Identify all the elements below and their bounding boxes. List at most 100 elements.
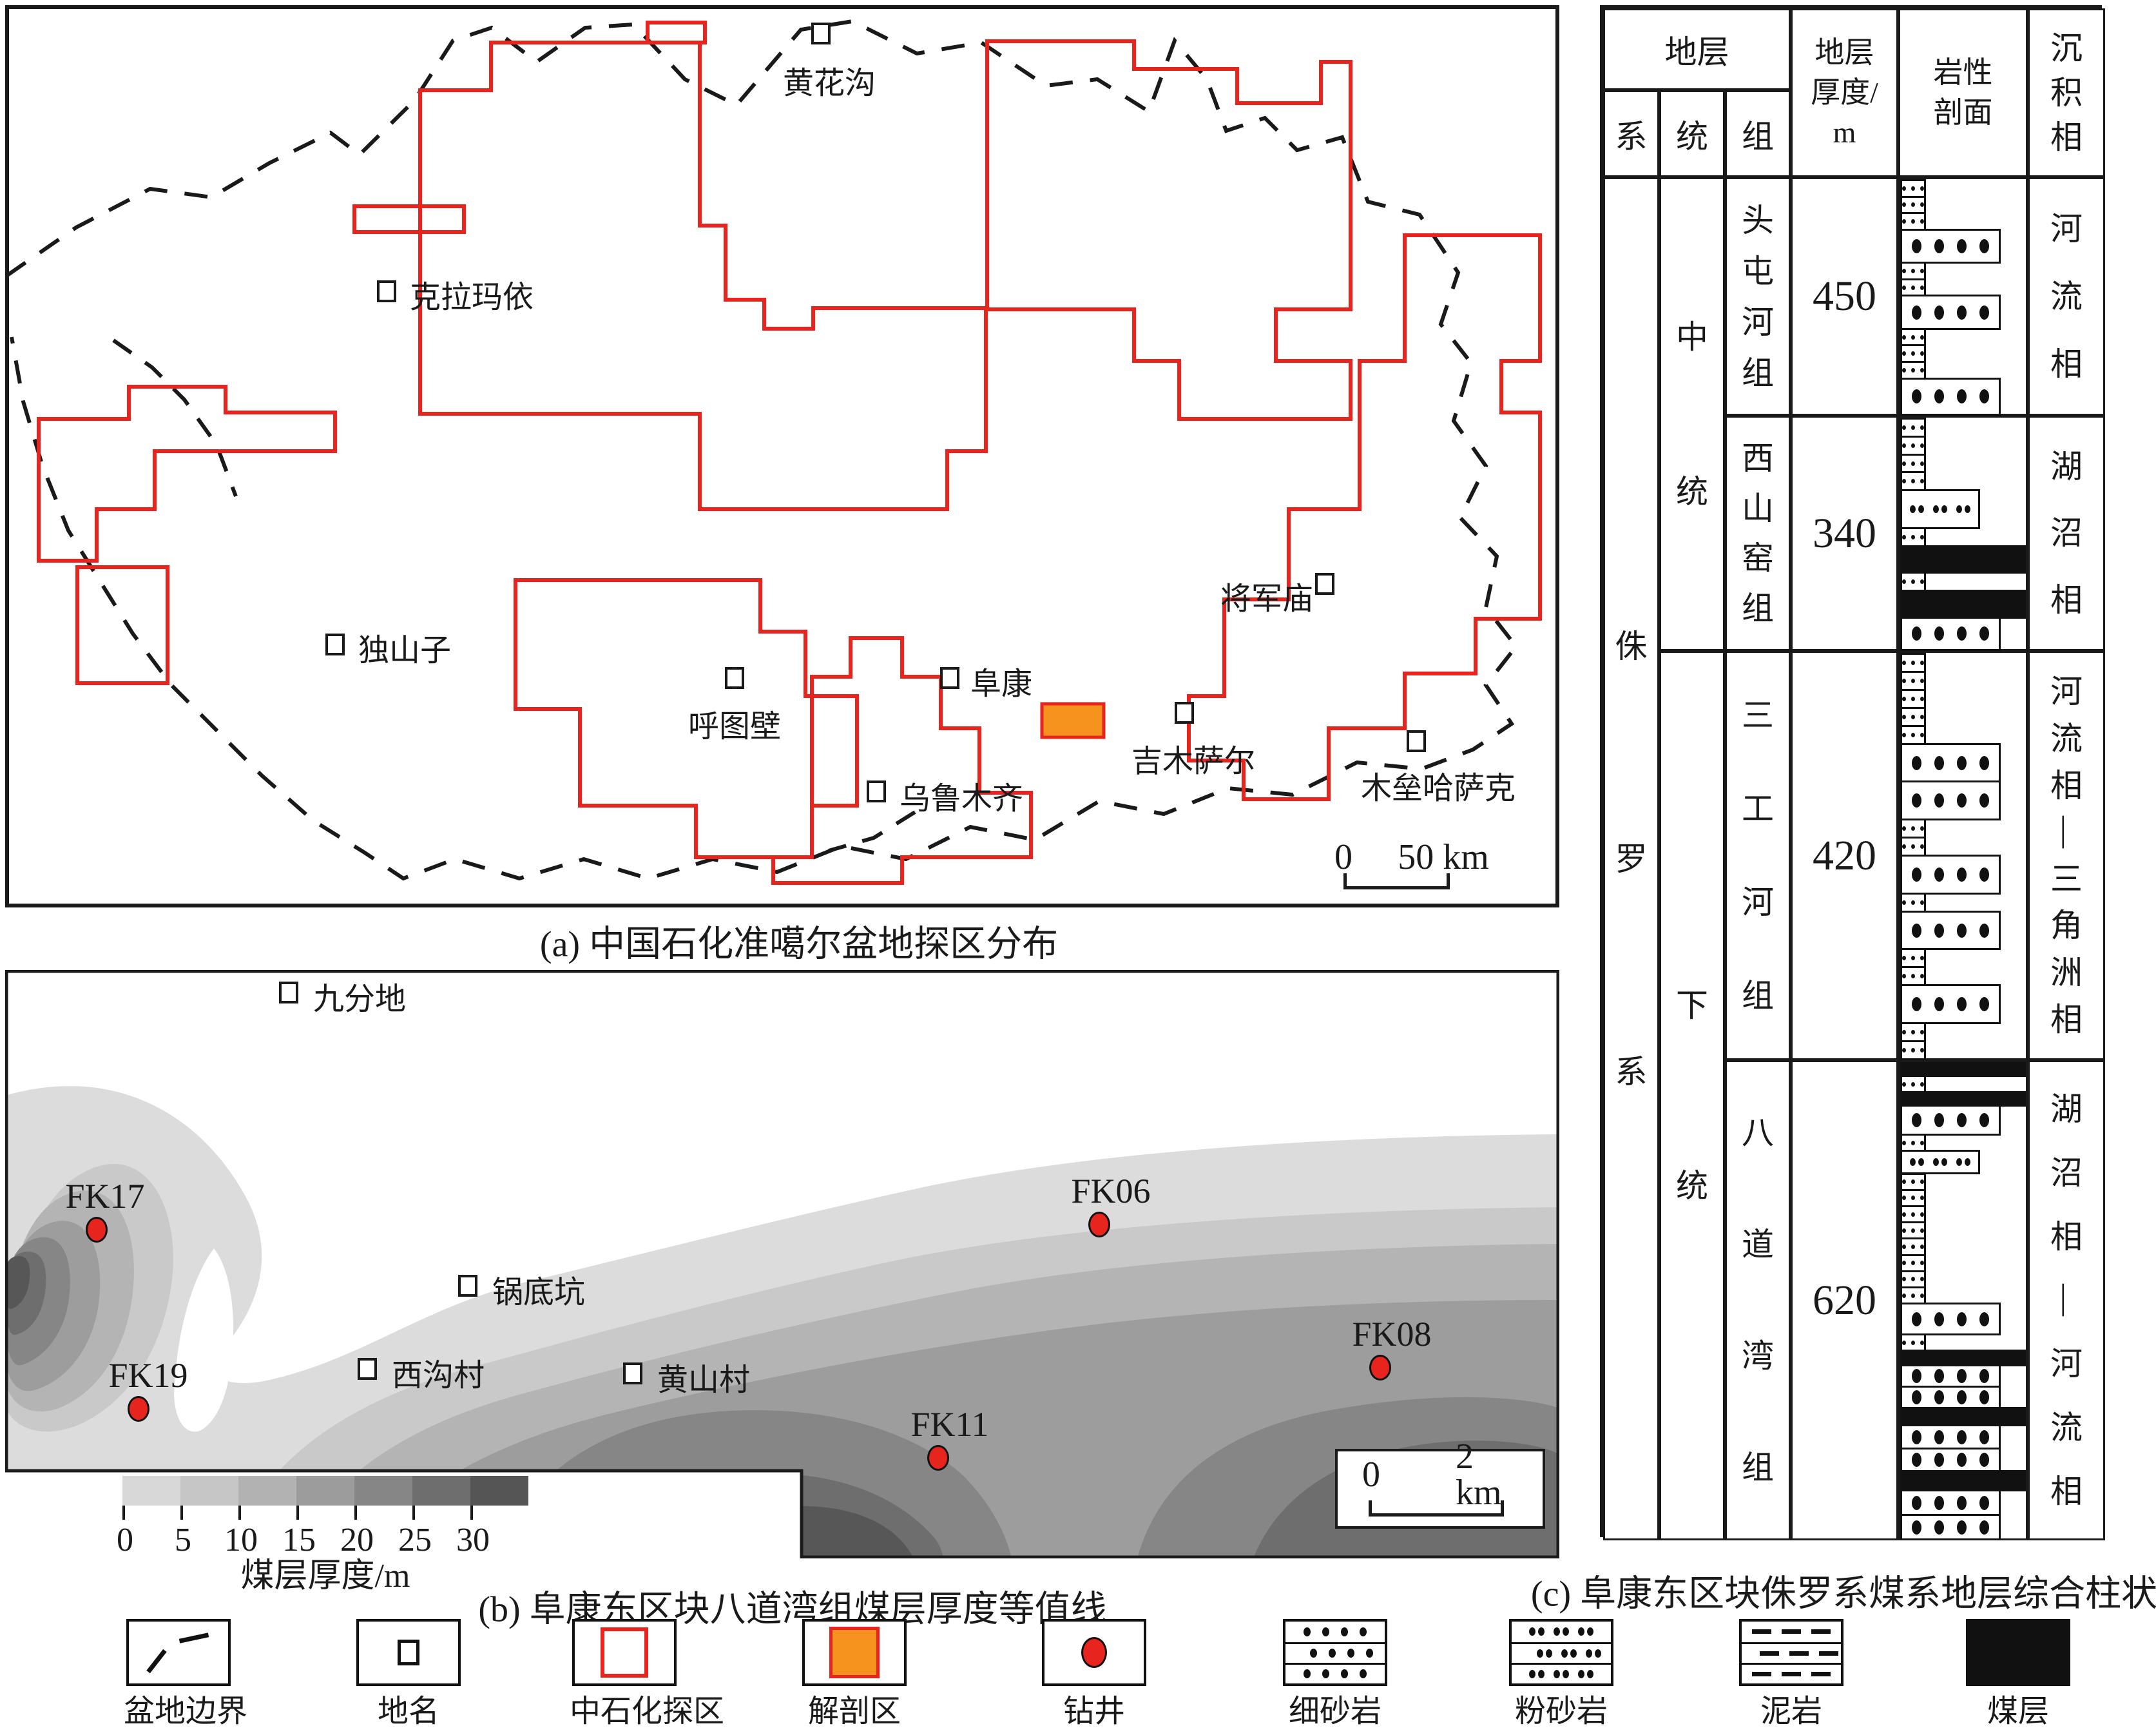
legend-label: 细砂岩	[1288, 1694, 1381, 1729]
well-label: FK08	[1352, 1315, 1432, 1353]
lithology-cell	[1898, 177, 2028, 416]
mudstone-strip-segment	[1900, 327, 1926, 347]
legend-symbol-well	[1042, 1619, 1146, 1686]
legend-label: 钻井	[1063, 1694, 1125, 1729]
system-cell-jurassic: 侏罗系	[1603, 177, 1659, 1540]
mudstone-strip-segment	[1900, 471, 1926, 492]
place-label: 西沟村	[392, 1359, 485, 1393]
place-label: 克拉玛依	[410, 280, 534, 315]
legend-symbol-orange	[802, 1619, 907, 1686]
legend-item-well: 钻井	[1039, 1619, 1149, 1727]
panel-c-strat-column: 地层系统组地层厚度/m 岩性剖面沉积相侏罗系中统下统 头屯河组 450 河流相西山窑组 3…	[1600, 5, 2105, 1540]
mudstone-strip-segment	[1900, 1075, 1926, 1094]
mudstone-strip-segment	[1900, 572, 1926, 592]
caption-c: (c) 阜康东区块侏罗系煤系地层综合柱状	[1530, 1574, 2156, 1614]
scale-tick-right	[1501, 1500, 1504, 1513]
lithology-cell	[1898, 651, 2028, 1060]
mudstone-strip-segment	[1900, 837, 1926, 857]
lithology-cell	[1898, 1060, 2028, 1540]
mudstone-strip-segment	[1900, 1254, 1926, 1272]
colorbar-tick	[354, 1506, 357, 1520]
fine-sandstone-segment	[1900, 1447, 2001, 1473]
scale-zero: 0	[1334, 837, 1352, 877]
fine-sandstone-segment	[1900, 1364, 2001, 1388]
formation-cell: 头屯河组	[1725, 177, 1791, 416]
colorbar-tick-label: 30	[456, 1522, 490, 1558]
well-label: FK17	[65, 1177, 145, 1216]
mudstone-strip-segment	[1900, 706, 1926, 727]
legend-label: 粉砂岩	[1514, 1694, 1608, 1729]
place-marker-square	[725, 667, 744, 689]
place-label: 阜康	[970, 667, 1033, 701]
colorbar-swatch	[470, 1476, 528, 1506]
siltstone-segment	[1900, 1150, 1980, 1175]
place-label: 黄山村	[657, 1363, 751, 1397]
place-marker-square	[623, 1362, 642, 1384]
thickness-cell: 620	[1791, 1060, 1898, 1540]
legend-symbol-fss	[1283, 1619, 1387, 1686]
panel-b-scalebox: 0 2 km	[1335, 1439, 1545, 1529]
place-label: 锅底坑	[492, 1275, 586, 1310]
legend-label: 中石化探区	[570, 1694, 725, 1729]
header-facies: 沉积相	[2028, 8, 2105, 177]
place-label: 木垒哈萨克	[1360, 771, 1516, 806]
contour-map-drawing	[5, 969, 1560, 1559]
mudstone-strip-segment	[1900, 966, 1926, 987]
colorbar-swatch	[412, 1476, 470, 1506]
caption-a: (a) 中国石化准噶尔盆地探区分布	[539, 924, 1059, 965]
colorbar-tick	[238, 1506, 241, 1520]
place-marker-square	[377, 280, 396, 302]
fine-sandstone-segment	[1900, 1489, 2001, 1517]
scale-tick-right	[1447, 873, 1450, 887]
legend-item-orange: 解剖区	[800, 1619, 909, 1727]
fine-sandstone-segment	[1900, 1385, 2001, 1409]
mudstone-strip-segment	[1900, 1022, 1926, 1043]
legend-symbol-coal	[1966, 1619, 2070, 1686]
colorbar-tick-label: 0	[117, 1522, 133, 1558]
mudstone-strip-segment	[1900, 653, 1926, 673]
fine-sandstone-segment	[1900, 1424, 2001, 1449]
colorbar-tick	[470, 1506, 473, 1520]
colorbar-swatch	[122, 1476, 180, 1506]
colorbar-tick-label: 25	[398, 1522, 432, 1558]
colorbar-swatch	[180, 1476, 238, 1506]
basin-map-drawing	[5, 5, 1559, 907]
fine-sandstone-segment	[1900, 616, 2001, 651]
mudstone-strip-segment	[1900, 278, 1926, 297]
facies-cell: 河流相 — 三角洲相	[2028, 651, 2105, 1060]
fine-sandstone-segment	[1900, 742, 2001, 783]
scale-distance: 2 km	[1456, 1437, 1502, 1513]
coal-seam-segment	[1900, 1406, 2026, 1427]
panel-a-border	[5, 5, 1559, 907]
thickness-cell: 450	[1791, 177, 1898, 416]
fine-sandstone-segment	[1900, 984, 2001, 1025]
place-label: 呼图壁	[688, 710, 782, 744]
fine-sandstone-segment	[1900, 855, 2001, 895]
colorbar-swatch	[354, 1476, 412, 1506]
fine-sandstone-segment	[1900, 910, 2001, 951]
well-dot	[86, 1217, 108, 1243]
legend-symbol-place	[356, 1619, 461, 1686]
well-dot	[1369, 1355, 1391, 1381]
place-label: 吉木萨尔	[1131, 744, 1256, 779]
legend-item-dashed: 盆地边界	[124, 1619, 247, 1727]
place-marker-square	[940, 667, 959, 689]
panel-b-contour-map	[5, 969, 1560, 1559]
colorbar-swatch	[238, 1476, 296, 1506]
well-dot	[128, 1396, 149, 1422]
place-marker-square	[1315, 573, 1334, 595]
mudstone-strip-segment	[1900, 819, 1926, 839]
fine-sandstone-segment	[1900, 780, 2001, 821]
facies-cell: 湖沼相 — 河流相	[2028, 1060, 2105, 1540]
colorbar-tick-label: 10	[224, 1522, 258, 1558]
mudstone-strip-segment	[1900, 724, 1926, 745]
coal-seam-segment	[1900, 545, 2026, 574]
colorbar-tick	[296, 1506, 299, 1520]
header-system: 系	[1603, 90, 1659, 177]
legend-item-fss: 细砂岩	[1280, 1619, 1390, 1727]
colorbar-swatch	[296, 1476, 354, 1506]
scale-line	[1369, 1513, 1504, 1517]
colorbar-tick	[180, 1506, 183, 1520]
formation-cell: 西山窑组	[1725, 416, 1791, 651]
colorbar-tick	[412, 1506, 415, 1520]
